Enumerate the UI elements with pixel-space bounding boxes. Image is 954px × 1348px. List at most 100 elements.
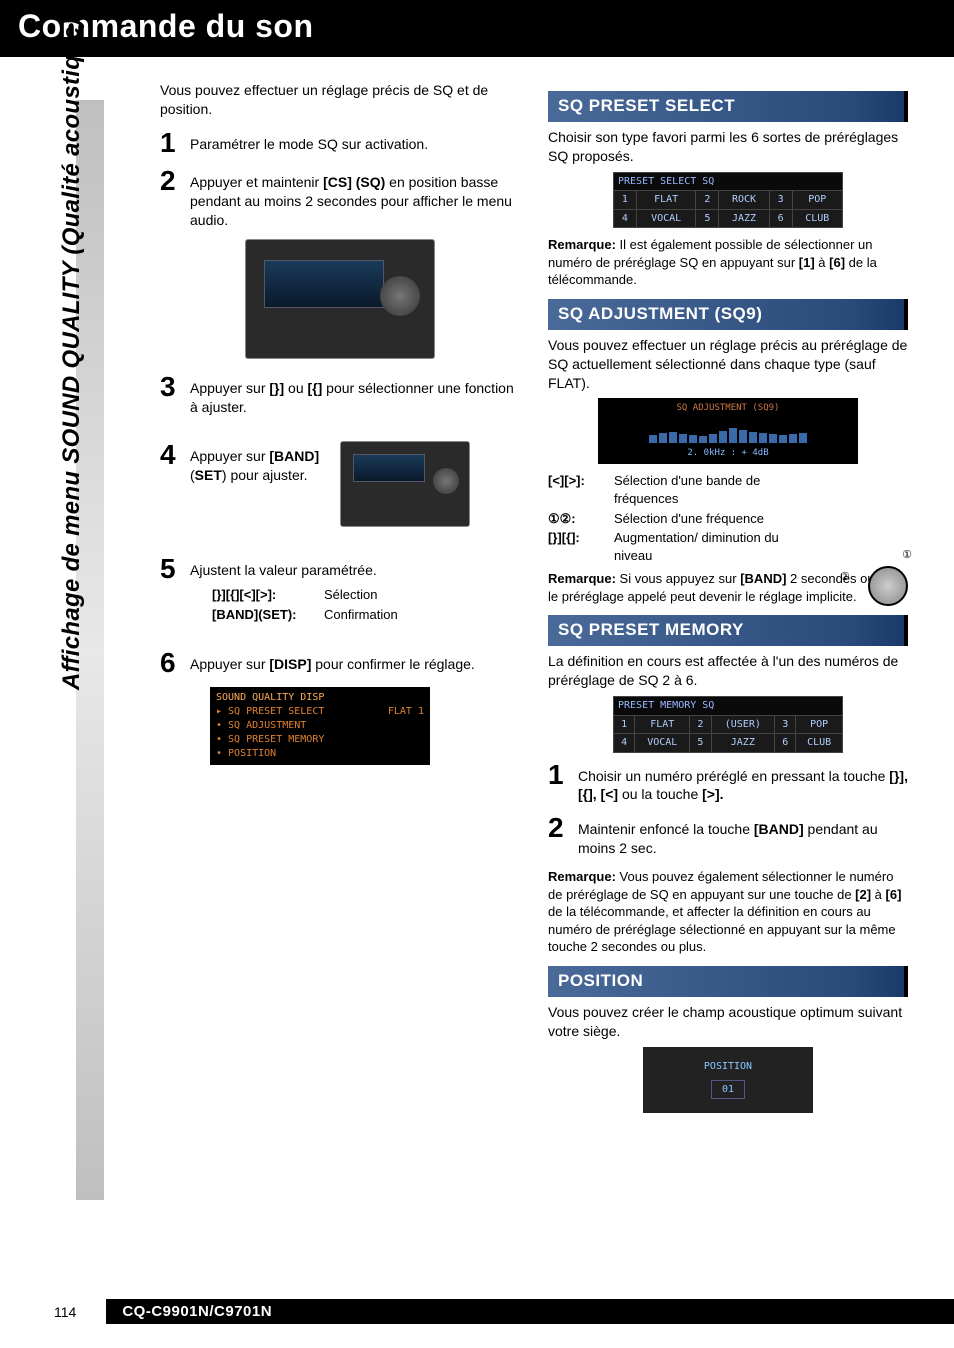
step5-definitions: [}][{][<][>]: Sélection [BAND](SET): Con…: [212, 586, 520, 623]
img-footer: 2. 0kHz : + 4dB: [602, 447, 854, 459]
step-body: Paramétrer le mode SQ sur activation.: [190, 129, 520, 154]
device-illustration-small: [340, 441, 470, 527]
img-label: POSITION: [704, 1060, 752, 1074]
dial-label-2: ②: [840, 570, 850, 583]
key-ref: [6]: [829, 255, 845, 270]
eq-bar: [799, 433, 807, 443]
step-6: 6 Appuyer sur [DISP] pour confirmer le r…: [160, 649, 520, 677]
step-body: Choisir un numéro préréglé en pressant l…: [578, 761, 908, 805]
step-body: Appuyer sur [BAND] (SET) pour ajuster.: [190, 441, 330, 485]
menu-header: SOUND QUALITY DISP: [216, 691, 424, 705]
table-cell: 3: [775, 715, 796, 734]
ctrl-key: [}][{]:: [548, 529, 614, 564]
step-number: 1: [548, 761, 572, 789]
device-screen: [353, 454, 425, 482]
eq-bar: [719, 431, 727, 443]
sq-adjustment-screenshot: SQ ADJUSTMENT (SQ9) 2. 0kHz : + 4dB: [598, 398, 858, 464]
content-area: Vous pouvez effectuer un réglage précis …: [0, 57, 954, 1119]
table-cell: 6: [769, 209, 792, 228]
key-ref: [>].: [702, 786, 723, 802]
position-screenshot: POSITION 01: [643, 1047, 813, 1113]
note-label: Remarque:: [548, 869, 616, 884]
table-cell: 4: [614, 209, 637, 228]
text: Appuyer sur: [190, 448, 269, 464]
table-cell: (USER): [711, 715, 775, 734]
text: Appuyer sur: [190, 656, 269, 672]
table-cell: 4: [614, 734, 635, 753]
note: Remarque: Il est également possible de s…: [548, 236, 908, 289]
table-cell: FLAT: [636, 191, 696, 210]
step-5: 5 Ajustent la valeur paramétrée. [}][{][…: [160, 555, 520, 625]
eq-bar: [659, 433, 667, 443]
menu-row: • SQ ADJUSTMENT: [216, 719, 424, 733]
table-cell: ROCK: [719, 191, 769, 210]
dial-label-1: ①: [902, 548, 912, 561]
ctrl-val: Sélection d'une fréquence: [614, 510, 808, 528]
step-body: Appuyer sur [}] ou [{] pour sélectionner…: [190, 373, 520, 417]
img-header: SQ ADJUSTMENT (SQ9): [602, 402, 854, 414]
step-body: Maintenir enfoncé la touche [BAND] penda…: [578, 814, 908, 858]
key-ref: [BAND]: [269, 448, 319, 464]
table-title: PRESET SELECT SQ: [614, 172, 843, 191]
text: Appuyer sur: [190, 380, 269, 396]
page-footer: 114 CQ-C9901N/C9701N: [0, 1299, 954, 1324]
step-number: 1: [160, 129, 184, 157]
menu-row: • POSITION: [216, 747, 424, 761]
text: à: [871, 887, 885, 902]
control-list: [<][>]:Sélection d'une bande de fréquenc…: [548, 472, 808, 564]
menu-value: FLAT 1: [388, 705, 424, 719]
eq-bar: [689, 435, 697, 443]
step-number: 6: [160, 649, 184, 677]
page-title-bar: Commande du son: [0, 0, 954, 57]
table-cell: 2: [690, 715, 711, 734]
key-ref: [}]: [269, 380, 284, 396]
text: Maintenir enfoncé la touche: [578, 821, 754, 837]
text: ) pour ajuster.: [222, 467, 308, 483]
note: Remarque: Vous pouvez également sélectio…: [548, 868, 908, 956]
section-body: La définition en cours est affectée à l'…: [548, 652, 908, 690]
ctrl-val: Augmentation/ diminution du niveau: [614, 529, 808, 564]
def-key: [}][{][<][>]:: [212, 586, 324, 604]
key-ref: SET: [195, 467, 222, 483]
ctrl-row: ①②:Sélection d'une fréquence: [548, 510, 808, 528]
step-2-mem: 2 Maintenir enfoncé la touche [BAND] pen…: [548, 814, 908, 858]
text: de la télécommande, et affecter la défin…: [548, 904, 896, 954]
table-cell: JAZZ: [711, 734, 775, 753]
eq-bar: [709, 434, 717, 443]
table-cell: 5: [690, 734, 711, 753]
step-number: 2: [160, 167, 184, 195]
eq-bar: [729, 428, 737, 443]
table-cell: CLUB: [792, 209, 842, 228]
ctrl-key: [<][>]:: [548, 472, 614, 507]
step-number: 3: [160, 373, 184, 401]
text: Choisir un numéro préréglé en pressant l…: [578, 768, 889, 784]
section-heading: SQ ADJUSTMENT (SQ9): [548, 299, 908, 330]
eq-bar: [749, 432, 757, 443]
text: ou la touche: [618, 786, 702, 802]
table-row: 4VOCAL5JAZZ6CLUB: [614, 734, 843, 753]
step-body: Ajustent la valeur paramétrée. [}][{][<]…: [190, 555, 520, 625]
table-cell: CLUB: [796, 734, 843, 753]
eq-bar: [789, 434, 797, 443]
model-bar: CQ-C9901N/C9701N: [106, 1299, 954, 1324]
eq-bar: [769, 434, 777, 443]
ctrl-key: ①②:: [548, 510, 614, 528]
dial-diagram: ① ②: [846, 552, 912, 608]
text: à: [815, 255, 829, 270]
def-row: [BAND](SET): Confirmation: [212, 606, 520, 624]
step-3: 3 Appuyer sur [}] ou [{] pour sélectionn…: [160, 373, 520, 417]
table-cell: JAZZ: [719, 209, 769, 228]
key-ref: [{]: [308, 380, 323, 396]
device-illustration: [245, 239, 435, 359]
device-dial: [380, 276, 420, 316]
text: Ajustent la valeur paramétrée.: [190, 562, 377, 578]
section-body: Choisir son type favori parmi les 6 sort…: [548, 128, 908, 166]
section-body: Vous pouvez créer le champ acoustique op…: [548, 1003, 908, 1041]
menu-row: • SQ PRESET MEMORY: [216, 733, 424, 747]
page-number: 114: [54, 1304, 76, 1320]
table-cell: POP: [796, 715, 843, 734]
step-1-mem: 1 Choisir un numéro préréglé en pressant…: [548, 761, 908, 805]
section-heading: SQ PRESET SELECT: [548, 91, 908, 122]
step-number: 5: [160, 555, 184, 583]
text: Si vous appuyez sur: [616, 571, 740, 586]
